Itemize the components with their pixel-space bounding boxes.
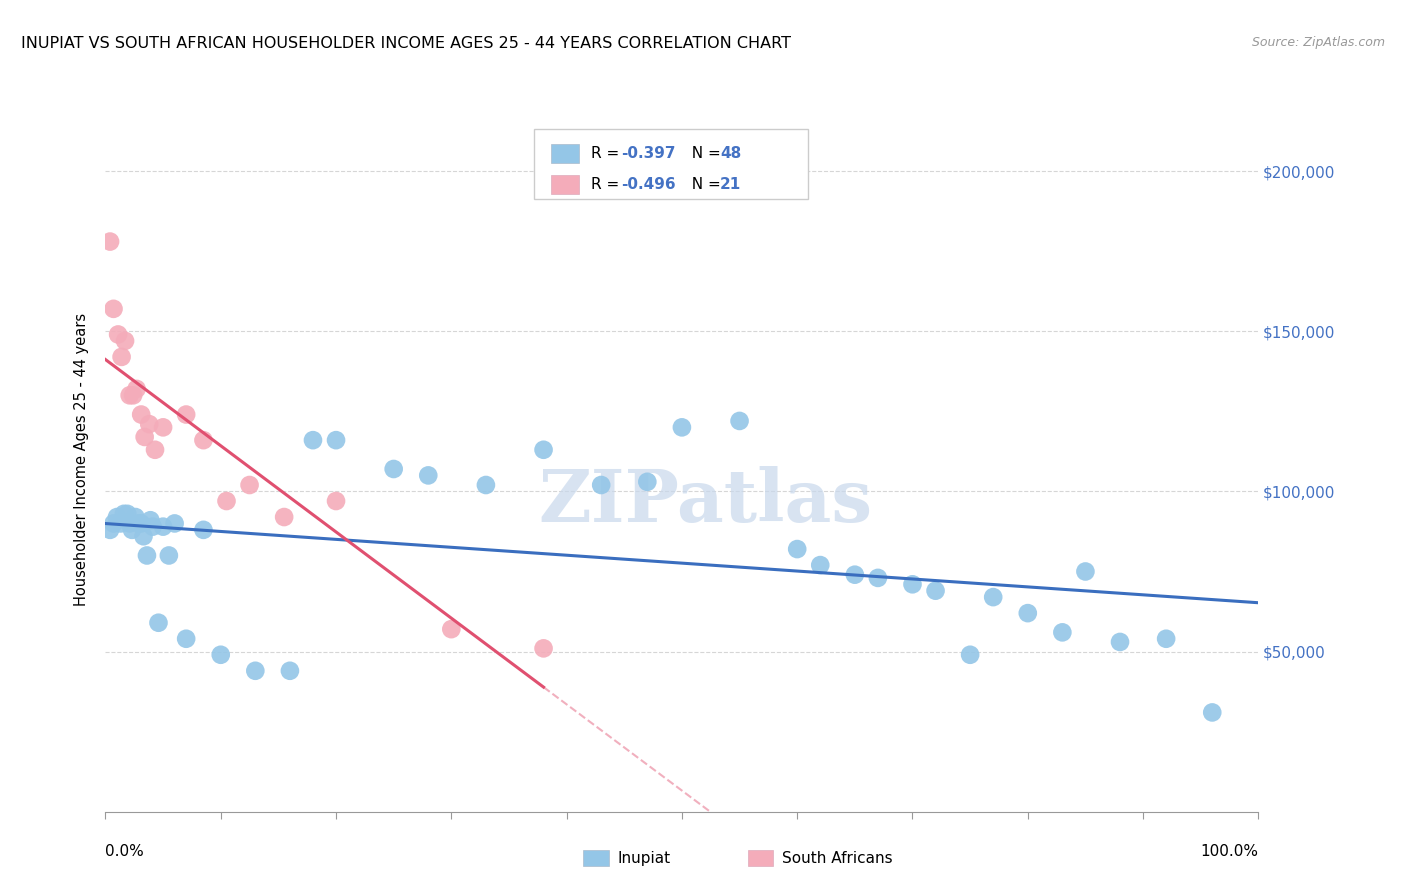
Point (808, 558, 831, 573)
Point (533, 442, 555, 457)
Point (728, 414, 751, 428)
Y-axis label: Householder Income Ages 25 - 44 years: Householder Income Ages 25 - 44 years (75, 313, 90, 606)
Point (174, 632, 197, 646)
Point (844, 567, 866, 582)
Point (163, 516, 186, 531)
Text: Inupiat: Inupiat (617, 851, 671, 865)
Point (124, 510, 146, 524)
Point (418, 468, 440, 483)
Point (136, 549, 159, 563)
Point (636, 475, 658, 489)
Text: 48: 48 (720, 146, 741, 161)
Text: -0.397: -0.397 (621, 146, 676, 161)
Point (122, 388, 145, 402)
Point (98, 523, 121, 537)
Point (981, 590, 1004, 604)
Point (152, 519, 174, 533)
Point (1201, 706, 1223, 720)
Point (112, 507, 135, 521)
Text: 0.0%: 0.0% (105, 845, 145, 859)
Point (193, 433, 215, 447)
Point (382, 462, 405, 476)
Text: N =: N = (682, 146, 725, 161)
Point (110, 350, 132, 364)
Point (1017, 606, 1039, 620)
Text: N =: N = (682, 178, 725, 192)
Point (1109, 635, 1132, 649)
Point (121, 523, 143, 537)
Point (129, 516, 152, 531)
Point (107, 327, 129, 342)
Point (103, 516, 125, 531)
Point (174, 408, 197, 422)
Text: -0.496: -0.496 (621, 178, 676, 192)
Text: 21: 21 (720, 178, 741, 192)
Point (148, 615, 170, 630)
Point (118, 516, 141, 531)
Point (1154, 632, 1177, 646)
Point (440, 622, 463, 636)
Point (98, 235, 121, 249)
Point (152, 420, 174, 434)
Point (278, 664, 301, 678)
Point (959, 648, 981, 662)
Point (117, 507, 139, 521)
Point (118, 388, 141, 402)
Point (924, 583, 946, 598)
Point (1074, 565, 1097, 579)
Point (901, 577, 924, 591)
Point (302, 433, 325, 447)
Point (103, 301, 125, 316)
Text: ZIPatlas: ZIPatlas (538, 466, 872, 536)
Point (533, 641, 555, 656)
Point (129, 408, 152, 422)
Point (325, 494, 347, 508)
Point (139, 513, 162, 527)
Text: 100.0%: 100.0% (1201, 845, 1258, 859)
Text: Source: ZipAtlas.com: Source: ZipAtlas.com (1251, 36, 1385, 49)
Point (671, 420, 693, 434)
Point (591, 478, 613, 492)
Point (128, 516, 150, 531)
Point (475, 478, 498, 492)
Text: R =: R = (591, 178, 624, 192)
Point (1052, 625, 1074, 640)
Text: INUPIAT VS SOUTH AFRICAN HOUSEHOLDER INCOME AGES 25 - 44 YEARS CORRELATION CHART: INUPIAT VS SOUTH AFRICAN HOUSEHOLDER INC… (21, 36, 792, 51)
Point (138, 417, 160, 431)
Point (245, 664, 267, 678)
Point (105, 510, 128, 524)
Point (157, 549, 180, 563)
Point (125, 382, 148, 396)
Text: South Africans: South Africans (782, 851, 893, 865)
Point (273, 510, 295, 524)
Point (209, 648, 232, 662)
Point (325, 433, 347, 447)
Point (215, 494, 238, 508)
Point (786, 542, 808, 557)
Point (143, 442, 166, 457)
Point (134, 430, 156, 444)
Point (114, 334, 136, 348)
Point (132, 529, 155, 543)
Point (239, 478, 262, 492)
Point (110, 516, 132, 531)
Point (193, 523, 215, 537)
Point (866, 571, 889, 585)
Point (142, 519, 165, 533)
Text: R =: R = (591, 146, 624, 161)
